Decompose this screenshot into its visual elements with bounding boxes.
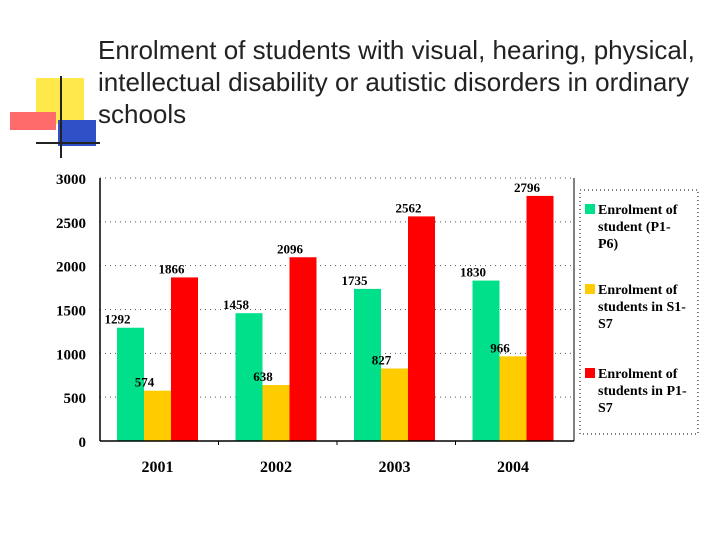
bar — [171, 277, 198, 441]
bar — [499, 356, 527, 441]
legend-label: student (P1- — [598, 220, 671, 235]
data-label: 1735 — [342, 273, 369, 288]
x-tick-label: 2001 — [142, 459, 174, 476]
y-tick-label: 1000 — [56, 347, 86, 363]
axis-layer: 0 500 1000 1500 2000 2500 3000 2001 2002 2003 2004 — [56, 172, 575, 476]
legend-label: S7 — [598, 317, 613, 332]
data-label: 1292 — [105, 312, 131, 327]
data-label: 574 — [135, 375, 155, 390]
legend-swatch — [585, 284, 595, 294]
legend-label: Enrolment of — [598, 367, 678, 382]
bar — [354, 288, 381, 441]
labels-layer: 1292 574 1866 1458 638 2096 1735 827 2562 1830 966… — [105, 180, 541, 390]
deco-horizontal-line — [36, 142, 100, 144]
bar — [289, 257, 317, 441]
legend: Enrolment of student (P1- P6) Enrolment of s… — [579, 189, 699, 435]
x-tick-label: 2004 — [497, 459, 529, 476]
bar — [472, 280, 500, 441]
legend-label: Enrolment of — [598, 283, 678, 298]
data-label: 2796 — [514, 180, 541, 195]
bar — [526, 195, 554, 441]
data-label: 2562 — [396, 200, 422, 215]
deco-blue-square — [58, 120, 96, 146]
data-label: 1866 — [159, 261, 186, 276]
legend-swatch — [585, 204, 595, 214]
bar — [381, 368, 408, 441]
data-label: 966 — [490, 340, 510, 355]
data-label: 827 — [372, 352, 392, 367]
y-tick-label: 0 — [79, 435, 87, 451]
legend-label: P6) — [598, 237, 619, 252]
legend-label: students in S1- — [598, 300, 686, 315]
bars-layer — [117, 195, 554, 441]
legend-label: students in P1- — [598, 384, 687, 399]
slide-title: Enrolment of students with visual, heari… — [98, 35, 695, 129]
legend-swatch — [585, 368, 595, 378]
deco-red-bar — [10, 112, 56, 130]
bar — [235, 313, 263, 441]
y-tick-label: 3000 — [56, 172, 86, 188]
bar — [117, 327, 144, 441]
bar — [144, 390, 171, 441]
legend-label: S7 — [598, 401, 613, 416]
data-label: 1458 — [223, 297, 250, 312]
legend-frame — [579, 189, 699, 435]
legend-label: Enrolment of — [598, 203, 678, 218]
y-tick-label: 2500 — [56, 216, 86, 232]
y-tick-label: 2000 — [56, 260, 86, 276]
deco-vertical-line — [60, 76, 62, 158]
bar — [262, 385, 290, 441]
x-tick-label: 2002 — [260, 459, 292, 476]
bar — [408, 216, 435, 441]
data-label: 638 — [253, 369, 273, 384]
y-tick-label: 500 — [64, 391, 87, 407]
data-label: 1830 — [460, 265, 486, 280]
y-tick-label: 1500 — [56, 304, 86, 320]
x-tick-label: 2003 — [379, 459, 411, 476]
data-label: 2096 — [277, 241, 304, 256]
